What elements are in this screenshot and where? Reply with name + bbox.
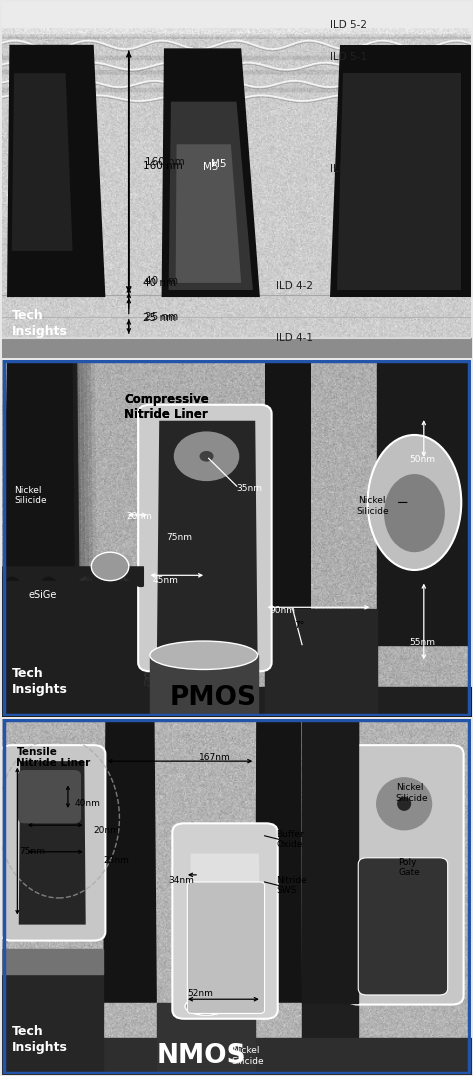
Text: Nitride
SWS: Nitride SWS (276, 876, 307, 895)
Text: Insights: Insights (12, 325, 68, 338)
Polygon shape (19, 761, 86, 924)
Text: Buffer
Oxide: Buffer Oxide (276, 830, 304, 849)
Polygon shape (377, 360, 471, 645)
Polygon shape (7, 45, 105, 297)
Text: 40 nm: 40 nm (145, 277, 178, 286)
Polygon shape (264, 609, 377, 716)
Polygon shape (2, 967, 103, 1074)
Text: 23nm: 23nm (103, 856, 129, 865)
Text: 160 nm: 160 nm (145, 157, 185, 167)
FancyBboxPatch shape (0, 746, 105, 940)
Text: 35nm: 35nm (236, 484, 263, 493)
Polygon shape (162, 48, 260, 297)
Polygon shape (175, 144, 241, 283)
Text: 160 nm: 160 nm (143, 160, 183, 171)
Ellipse shape (150, 641, 258, 669)
Text: Poly
Gate: Poly Gate (398, 858, 420, 877)
Ellipse shape (384, 475, 445, 552)
Polygon shape (84, 360, 93, 592)
Text: Tech: Tech (12, 667, 44, 680)
Polygon shape (264, 360, 311, 609)
Text: M5: M5 (211, 159, 226, 169)
Text: 75nm: 75nm (166, 534, 192, 542)
Text: ILD 4-3: ILD 4-3 (330, 165, 367, 174)
Text: eSiGe: eSiGe (28, 590, 56, 599)
Text: Compressive
Nitride Liner: Compressive Nitride Liner (124, 393, 209, 421)
Polygon shape (255, 719, 302, 1003)
Text: ILD 4-2: ILD 4-2 (276, 282, 313, 292)
Text: 45nm: 45nm (152, 576, 178, 585)
Polygon shape (2, 360, 79, 592)
Text: 40 nm: 40 nm (143, 278, 176, 288)
FancyBboxPatch shape (347, 746, 464, 1005)
Text: ILD 4-1: ILD 4-1 (276, 332, 313, 343)
Polygon shape (12, 73, 72, 251)
Text: M5: M5 (203, 162, 219, 172)
Ellipse shape (397, 796, 411, 811)
Polygon shape (80, 360, 89, 592)
Text: 40nm: 40nm (75, 799, 101, 808)
Polygon shape (302, 719, 358, 1074)
Text: 20nm: 20nm (94, 826, 120, 835)
Text: Nickel
Silicide: Nickel Silicide (396, 783, 429, 803)
FancyBboxPatch shape (172, 823, 278, 1019)
Polygon shape (168, 101, 253, 289)
Polygon shape (157, 421, 258, 655)
Polygon shape (2, 581, 143, 716)
Polygon shape (88, 360, 97, 592)
Text: 25 nm: 25 nm (145, 312, 178, 322)
Text: 50nm: 50nm (410, 455, 436, 465)
Text: 167nm: 167nm (199, 753, 231, 762)
Text: 55nm: 55nm (410, 638, 436, 648)
FancyBboxPatch shape (18, 770, 81, 823)
Polygon shape (302, 719, 358, 1003)
Ellipse shape (200, 451, 213, 462)
Polygon shape (337, 73, 461, 289)
Polygon shape (190, 853, 260, 1003)
Text: NMOS: NMOS (157, 1043, 246, 1070)
Polygon shape (103, 719, 157, 1003)
Text: Compressive
Nitride Liner: Compressive Nitride Liner (124, 393, 209, 421)
Text: PMOS: PMOS (170, 685, 256, 711)
Text: 25 nm: 25 nm (143, 313, 176, 324)
Text: ILD 5-2: ILD 5-2 (330, 20, 367, 30)
Polygon shape (72, 360, 82, 592)
Polygon shape (330, 45, 471, 297)
Text: Nickel
Silicide: Nickel Silicide (356, 496, 389, 515)
FancyBboxPatch shape (358, 858, 447, 995)
FancyBboxPatch shape (138, 405, 272, 671)
Ellipse shape (376, 777, 432, 831)
Ellipse shape (368, 435, 461, 570)
Polygon shape (2, 949, 103, 975)
Ellipse shape (91, 552, 129, 581)
Ellipse shape (174, 431, 239, 481)
Text: 34nm: 34nm (168, 876, 194, 884)
Text: 52nm: 52nm (187, 990, 213, 999)
Polygon shape (150, 655, 258, 716)
Text: 90nm: 90nm (269, 607, 295, 615)
Text: Tech: Tech (12, 309, 44, 322)
Text: Insights: Insights (12, 683, 68, 696)
Text: 75nm: 75nm (19, 847, 45, 856)
Text: Insights: Insights (12, 1042, 68, 1054)
Text: 7°: 7° (295, 621, 305, 629)
Polygon shape (76, 360, 86, 592)
Polygon shape (157, 1003, 255, 1074)
Text: Tensile
Nitride Liner: Tensile Nitride Liner (17, 747, 91, 768)
Text: Nickel
Silicide: Nickel Silicide (232, 1046, 264, 1066)
Text: Nickel
Silicide: Nickel Silicide (14, 485, 47, 505)
Text: Tech: Tech (12, 1025, 44, 1038)
Text: 20nm: 20nm (126, 512, 152, 521)
Ellipse shape (185, 997, 227, 1016)
Text: ILD 5-1: ILD 5-1 (330, 53, 367, 62)
FancyBboxPatch shape (187, 882, 264, 1014)
